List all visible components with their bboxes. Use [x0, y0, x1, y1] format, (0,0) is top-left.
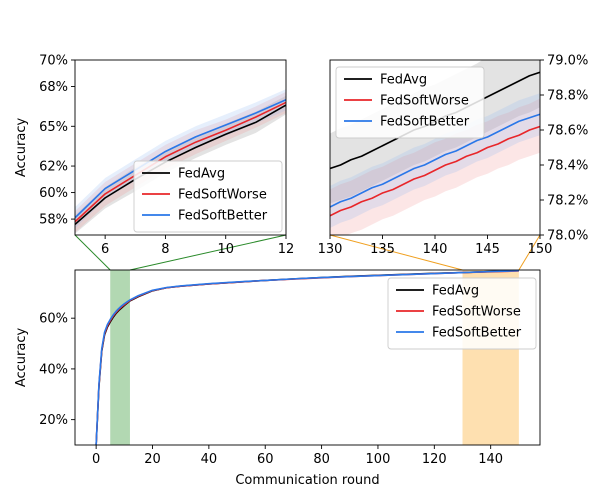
x-tick-label: 8 [161, 242, 169, 257]
legend-label: FedSoftWorse [380, 94, 469, 109]
x-tick-label: 20 [144, 452, 161, 467]
y-tick-label: 70% [39, 54, 68, 69]
zoom_early-axes-frame [74, 59, 287, 236]
x-tick-label: 80 [313, 452, 330, 467]
series-line-fedsoftbetter [75, 99, 286, 219]
y-tick-label: 78.0% [547, 229, 588, 244]
zoom-connector-late-left [329, 234, 463, 271]
series-line-fedsoftworse [330, 125, 540, 217]
y-tick-label: 79.0% [547, 54, 588, 69]
zoom-connector-late-right [518, 234, 541, 271]
y-tick-label: 40% [39, 362, 68, 377]
x-tick-label: 40 [201, 452, 218, 467]
series-line-fedsoftworse [75, 101, 286, 223]
legend-label: FedSoftBetter [380, 115, 470, 130]
highlight-span-0 [110, 270, 130, 445]
series-line-fedsoftbetter [330, 113, 540, 208]
full-plot-area [95, 270, 519, 445]
x-tick-label: 6 [101, 242, 109, 257]
x-tick-label: 135 [370, 242, 395, 257]
legend-label: FedSoftWorse [178, 188, 267, 203]
y-axis-title: Accuracy [14, 328, 29, 388]
y-tick-label: 68% [39, 80, 68, 95]
legend-label: FedSoftBetter [178, 209, 268, 224]
y-tick-label: 78.6% [547, 124, 588, 139]
full-axes-frame [74, 269, 541, 446]
legend-label: FedSoftWorse [432, 305, 521, 320]
x-tick-label: 145 [475, 242, 500, 257]
zoom_early-legend: FedAvg FedSoftWorse FedSoftBetter [133, 160, 283, 233]
legend-label: FedAvg [178, 167, 225, 182]
x-tick-label: 12 [278, 242, 295, 257]
y-tick-label: 58% [39, 213, 68, 228]
x-tick-label: 100 [366, 452, 391, 467]
y-tick-label: 78.8% [547, 89, 588, 104]
x-tick-label: 0 [92, 452, 100, 467]
zoom-connector-early-right [129, 234, 287, 271]
y-tick-label: 78.2% [547, 194, 588, 209]
y-tick-label: 65% [39, 120, 68, 135]
legend-box [387, 277, 537, 350]
y-tick-label: 62% [39, 160, 68, 175]
y-tick-label: 60% [39, 186, 68, 201]
full-panel: 0 20 40 60 80 100 120 140 20% 40% 60% Accuracy Commu… [14, 269, 541, 488]
legend-box [335, 66, 485, 139]
y-tick-label: 20% [39, 413, 68, 428]
x-axis-title: Communication round [235, 473, 379, 488]
confidence-band-fedsoftworse [330, 98, 540, 235]
legend-label: FedAvg [432, 284, 479, 299]
full-legend: FedAvg FedSoftWorse FedSoftBetter [387, 277, 537, 350]
series-line-fedavg [75, 104, 286, 225]
x-tick-label: 150 [528, 242, 553, 257]
legend-label: FedAvg [380, 73, 427, 88]
zoom-connector-early-left [74, 234, 111, 271]
y-axis-title: Accuracy [14, 118, 29, 178]
zoom-connectors [74, 234, 541, 271]
x-tick-label: 60 [257, 452, 274, 467]
y-tick-label: 78.4% [547, 159, 588, 174]
y-tick-label: 60% [39, 312, 68, 327]
x-tick-label: 120 [422, 452, 447, 467]
zoom_late-legend: FedAvg FedSoftWorse FedSoftBetter [335, 66, 485, 139]
legend-label: FedSoftBetter [432, 326, 522, 341]
legend-box [133, 160, 283, 233]
x-tick-label: 140 [423, 242, 448, 257]
x-tick-label: 130 [318, 242, 343, 257]
x-tick-label: 10 [217, 242, 234, 257]
x-tick-label: 140 [478, 452, 503, 467]
confidence-band-fedsoftbetter [75, 89, 286, 229]
series-line-fedsoftbetter [95, 270, 519, 445]
